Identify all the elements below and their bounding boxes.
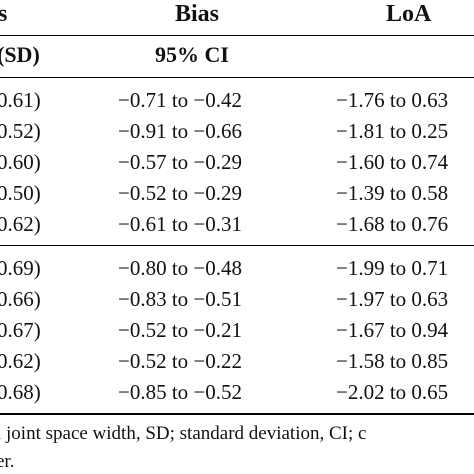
- sd-value: 0.68): [0, 380, 41, 404]
- loa-value: −1.39 to 0.58: [336, 181, 449, 205]
- ci-value: −0.61 to −0.31: [118, 212, 243, 236]
- group-separator-rule: [0, 245, 474, 246]
- sd-value: 0.60): [0, 150, 41, 174]
- sd-value: 0.61): [0, 88, 41, 112]
- sd-value: 0.52): [0, 119, 41, 143]
- loa-value: −1.58 to 0.85: [336, 349, 449, 373]
- loa-value: −1.67 to 0.94: [336, 318, 449, 342]
- sd-value: 0.50): [0, 181, 41, 205]
- sd-value: 0.67): [0, 318, 41, 342]
- ci-value: −0.91 to −0.66: [118, 119, 243, 143]
- ci-value: −0.52 to −0.21: [118, 318, 243, 342]
- ci-value: −0.83 to −0.51: [118, 287, 243, 311]
- subheader-ci: 95% CI: [155, 42, 229, 67]
- header-loa: LoA: [386, 1, 432, 27]
- loa-value: −1.68 to 0.76: [336, 212, 449, 236]
- sd-value: 0.62): [0, 349, 41, 373]
- loa-value: −1.99 to 0.71: [336, 256, 449, 280]
- loa-value: −2.02 to 0.65: [336, 380, 449, 404]
- header-first-column: s: [0, 1, 8, 27]
- loa-value: −1.81 to 0.25: [336, 119, 449, 143]
- header-bias: Bias: [175, 1, 220, 27]
- subheader-rule: [0, 77, 474, 78]
- ci-value: −0.85 to −0.52: [118, 380, 243, 404]
- table-bottom-rule: [0, 413, 474, 415]
- footnote-line-1: l joint space width, SD; standard deviat…: [0, 423, 367, 444]
- sd-value: 0.66): [0, 287, 41, 311]
- loa-value: −1.76 to 0.63: [336, 88, 449, 112]
- loa-value: −1.97 to 0.63: [336, 287, 449, 311]
- ci-value: −0.57 to −0.29: [118, 150, 243, 174]
- ci-value: −0.52 to −0.22: [118, 349, 243, 373]
- ci-value: −0.52 to −0.29: [118, 181, 243, 205]
- sd-value: 0.69): [0, 256, 41, 280]
- sd-value: 0.62): [0, 212, 41, 236]
- loa-value: −1.60 to 0.74: [336, 150, 449, 174]
- ci-value: −0.80 to −0.48: [118, 256, 243, 280]
- subheader-sd: (SD): [0, 42, 40, 67]
- ci-value: −0.71 to −0.42: [118, 88, 243, 112]
- header-rule: [0, 35, 474, 36]
- footnote-line-2: er.: [0, 451, 15, 472]
